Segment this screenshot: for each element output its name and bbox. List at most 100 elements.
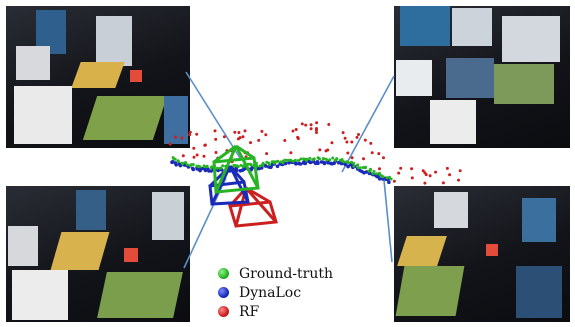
rf-point: [241, 135, 245, 139]
rf-point: [233, 130, 237, 134]
rf-point: [448, 173, 452, 177]
rf-point: [180, 136, 184, 140]
rf-point: [392, 179, 396, 183]
rf-point: [370, 151, 374, 155]
legend-item-ground-truth: Ground-truth: [218, 264, 378, 283]
ground-truth-point: [368, 169, 372, 172]
ground-truth-point: [321, 157, 325, 161]
rf-point: [423, 171, 427, 175]
rf-point: [304, 123, 308, 127]
ground-truth-point: [183, 161, 187, 165]
rf-point: [192, 146, 196, 150]
book-cover: [8, 226, 38, 266]
rf-point: [458, 169, 462, 173]
book-cover: [16, 46, 50, 80]
ground-truth-point: [308, 156, 312, 160]
rf-point: [309, 127, 313, 131]
rf-point: [309, 123, 313, 127]
ground-truth-camera-edge: [234, 145, 260, 189]
dynaloc-point: [178, 163, 183, 168]
ground-truth-point: [249, 163, 253, 167]
rf-point: [357, 133, 360, 136]
ground-truth-trajectory: [171, 156, 393, 181]
rf-point: [291, 129, 295, 133]
rf-point: [341, 131, 345, 135]
rf-point: [265, 152, 269, 156]
rf-point: [237, 131, 241, 134]
rf-point: [300, 122, 304, 126]
book-cover: [502, 16, 560, 62]
dynaloc-point: [326, 160, 331, 165]
rf-point: [294, 128, 298, 131]
rf-camera-frustum: [228, 186, 278, 228]
book-cover: [76, 190, 106, 230]
ground-truth-point: [215, 166, 219, 170]
rf-point: [236, 137, 240, 141]
dynaloc-point: [269, 165, 273, 169]
dynaloc-point: [275, 164, 280, 168]
book-cover: [96, 16, 132, 66]
ground-truth-point: [173, 157, 177, 161]
dynaloc-point: [387, 180, 391, 184]
ground-truth-point: [293, 158, 297, 162]
photo-top-right: [394, 6, 570, 148]
rf-dot: [218, 306, 229, 317]
dynaloc-point: [198, 168, 202, 173]
ground-truth-camera-edge: [214, 145, 238, 193]
ground-truth-point: [352, 161, 356, 165]
ground-truth-point: [177, 160, 180, 164]
ground-truth-dot: [218, 268, 229, 279]
rf-point: [345, 140, 349, 144]
rf-point: [243, 129, 247, 133]
ground-truth-point: [389, 177, 393, 181]
ground-truth-point: [205, 164, 209, 168]
rf-point: [283, 139, 287, 142]
rf-point: [214, 151, 218, 154]
ground-truth-point: [331, 156, 335, 160]
leader-line: [185, 71, 241, 159]
rubik-cube: [124, 248, 138, 262]
ground-truth-point: [276, 159, 280, 163]
legend-label: Ground-truth: [239, 265, 334, 282]
book-cover: [434, 192, 468, 228]
book-cover: [452, 8, 492, 46]
dynaloc-point: [209, 169, 213, 173]
rf-point: [195, 153, 199, 157]
dynaloc-point: [298, 162, 303, 166]
rf-point: [457, 178, 460, 182]
rf-point: [214, 137, 218, 141]
dynaloc-point: [362, 170, 366, 175]
rf-point: [355, 135, 359, 139]
ground-truth-point: [236, 165, 240, 168]
rubik-cube: [130, 70, 142, 82]
ground-truth-point: [372, 169, 376, 173]
dynaloc-point: [377, 177, 382, 181]
ground-truth-point: [352, 164, 356, 168]
dynaloc-point: [316, 161, 320, 165]
ground-truth-point: [297, 159, 301, 163]
ground-truth-point: [358, 166, 362, 170]
book-cover: [522, 198, 556, 242]
dynaloc-point: [283, 161, 288, 166]
rf-point: [315, 131, 318, 134]
rf-point: [428, 174, 432, 178]
rf-point: [195, 132, 199, 136]
rf-point: [192, 155, 196, 159]
photo-bottom-right: [394, 186, 570, 322]
ground-truth-point: [347, 161, 351, 165]
ground-truth-point: [356, 163, 360, 167]
dynaloc-point: [322, 161, 327, 166]
rf-point: [423, 181, 427, 185]
photo-bottom-left: [6, 186, 190, 322]
ground-truth-point: [312, 157, 316, 161]
photo-top-left: [6, 6, 190, 148]
rf-point: [346, 151, 350, 155]
rf-point: [181, 154, 185, 158]
rubik-cube: [486, 244, 498, 256]
ground-truth-point: [328, 158, 332, 162]
leader-line: [341, 75, 395, 173]
dynaloc-point: [343, 162, 347, 166]
dynaloc-point: [170, 160, 175, 164]
dynaloc-point: [303, 161, 308, 166]
dynaloc-camera-edge: [228, 165, 250, 203]
